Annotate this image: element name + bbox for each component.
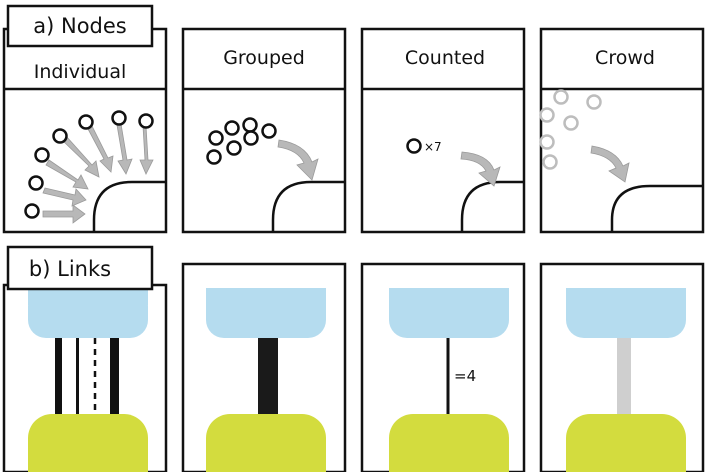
- target-corner: [460, 180, 524, 232]
- node-circle: [243, 130, 259, 146]
- node-circle: [539, 107, 555, 123]
- flow-arrow: [460, 151, 501, 187]
- grouped-nodes: [206, 117, 277, 165]
- node-circle: [542, 154, 558, 170]
- node-circle: [24, 203, 40, 219]
- node-circle: [261, 123, 277, 139]
- link-panel-counted: =4: [360, 262, 526, 472]
- node-circle: [208, 130, 224, 146]
- node-panel-crowd: Crowd: [539, 27, 705, 234]
- node-panel-individual: Individual: [2, 27, 168, 234]
- node-panel-counted: Counted ×7: [360, 27, 526, 234]
- panel-title: Grouped: [223, 47, 305, 69]
- panel-frame: [360, 27, 526, 234]
- link-panel-crowd: [539, 262, 705, 472]
- node-circle: [224, 120, 240, 136]
- target-corner: [271, 180, 345, 232]
- svg-text:b) Links: b) Links: [29, 257, 111, 281]
- link-line: [76, 338, 79, 414]
- node-circle: [539, 134, 555, 150]
- link-panel-grouped: [181, 262, 347, 472]
- node-panel-grouped: Grouped: [181, 27, 347, 234]
- node-circle: [226, 140, 242, 156]
- node-circle: [52, 128, 68, 144]
- link-count-label: =4: [454, 367, 476, 385]
- flow-arrow: [277, 139, 319, 181]
- grouped-link: [258, 338, 278, 414]
- panel-title: Individual: [34, 61, 127, 83]
- node-count-label: ×7: [424, 140, 442, 154]
- link-line: [55, 338, 62, 414]
- node-circle: [78, 114, 94, 130]
- node-circle: [34, 147, 50, 163]
- node-circle: [206, 149, 222, 165]
- panel-frame: [539, 27, 705, 234]
- section-a-label: a) Nodes: [6, 4, 154, 48]
- node-circle: [242, 117, 258, 133]
- panel-frame: [2, 27, 168, 234]
- link-panel-individual: [2, 283, 168, 472]
- node-circle: [138, 113, 154, 129]
- crowd-link: [617, 338, 631, 414]
- counted-node: [406, 138, 422, 154]
- node-circle: [28, 175, 44, 191]
- link-line: [110, 338, 119, 414]
- target-corner: [610, 184, 703, 232]
- section-b-label: b) Links: [6, 245, 154, 291]
- panel-title: Crowd: [595, 47, 655, 69]
- individual-arrows: [42, 123, 154, 224]
- svg-text:a) Nodes: a) Nodes: [33, 14, 127, 38]
- panel-title: Counted: [405, 47, 485, 69]
- node-circle: [111, 110, 127, 126]
- target-corner: [92, 180, 166, 232]
- node-circle: [553, 89, 569, 105]
- individual-nodes: [24, 110, 154, 219]
- node-circle: [563, 115, 579, 131]
- node-circle: [586, 94, 602, 110]
- individual-links: [55, 338, 119, 414]
- flow-arrow: [590, 145, 630, 183]
- crowd-nodes: [539, 89, 602, 170]
